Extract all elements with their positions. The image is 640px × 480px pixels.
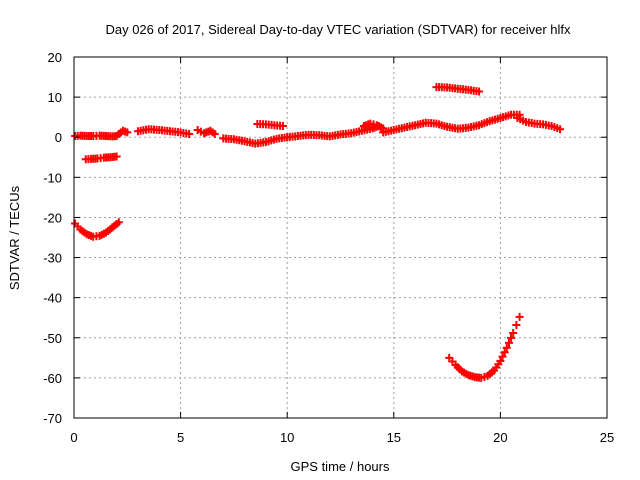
data-point: [500, 348, 509, 357]
data-point: [504, 338, 513, 347]
y-tick-label: -50: [43, 331, 62, 346]
data-point: [112, 152, 121, 161]
data-point: [210, 130, 219, 139]
y-tick-label: -70: [43, 411, 62, 426]
chart-title: Day 026 of 2017, Sidereal Day-to-day VTE…: [105, 22, 571, 37]
y-tick-label: -60: [43, 371, 62, 386]
y-tick-label: -40: [43, 291, 62, 306]
series-track-5: [133, 125, 194, 139]
series-track-11: [379, 110, 524, 137]
x-tick-label: 15: [387, 430, 401, 445]
x-tick-label: 20: [493, 430, 507, 445]
data-point: [114, 218, 123, 227]
x-tick-label: 10: [280, 430, 294, 445]
y-tick-label: -20: [43, 210, 62, 225]
y-tick-label: 20: [48, 50, 62, 65]
data-point: [507, 333, 516, 342]
x-axis-label: GPS time / hours: [291, 459, 390, 474]
series-track-6: [193, 126, 219, 139]
axis-ticks: 0 5 10 15 20 25 -70 -60 -50 -40 -30 -20 -10 0 10 20: [43, 50, 614, 445]
y-tick-label: 0: [55, 130, 62, 145]
series-track-14: [445, 312, 524, 382]
data-point: [496, 357, 505, 366]
grid-lines: [74, 57, 607, 418]
y-axis-label: SDTVAR / TECUs: [7, 185, 22, 290]
series-track-2: [81, 152, 121, 164]
y-tick-label: -30: [43, 251, 62, 266]
series-track-12: [432, 83, 484, 96]
data-point: [123, 128, 132, 137]
data-point: [475, 87, 484, 96]
data-series: [71, 83, 565, 382]
series-track-3: [71, 218, 123, 241]
data-point: [515, 312, 524, 321]
data-point: [278, 121, 287, 130]
data-point: [556, 125, 565, 134]
y-tick-label: 10: [48, 90, 62, 105]
data-point: [509, 328, 518, 337]
data-point: [502, 343, 511, 352]
series-track-4: [114, 126, 132, 139]
x-tick-label: 0: [70, 430, 77, 445]
plot-frame: [73, 56, 608, 419]
data-point: [498, 352, 507, 361]
data-point: [185, 130, 194, 139]
series-track-7: [219, 133, 292, 148]
series-track-8: [253, 119, 287, 130]
x-tick-label: 25: [600, 430, 614, 445]
series-track-1: [71, 131, 121, 141]
y-tick-label: -10: [43, 170, 62, 185]
x-tick-label: 5: [177, 430, 184, 445]
series-track-13: [513, 113, 565, 134]
data-point: [512, 320, 521, 329]
